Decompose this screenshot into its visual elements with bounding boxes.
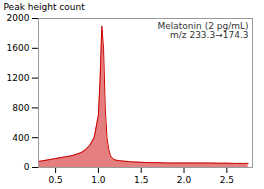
svg-text:400: 400: [12, 133, 29, 143]
svg-text:0.5: 0.5: [48, 175, 62, 185]
svg-text:1200: 1200: [7, 73, 30, 83]
svg-text:2000: 2000: [7, 13, 30, 23]
svg-text:1.5: 1.5: [134, 175, 148, 185]
svg-text:800: 800: [12, 103, 29, 113]
svg-text:0: 0: [24, 162, 30, 172]
svg-text:1600: 1600: [7, 43, 30, 53]
svg-text:2.5: 2.5: [220, 175, 234, 185]
svg-text:2.0: 2.0: [177, 175, 192, 185]
svg-text:Melatonin (2 pg/mL)m/z 233.3→1: Melatonin (2 pg/mL)m/z 233.3→174.3: [158, 21, 249, 40]
svg-text:1.0: 1.0: [91, 175, 106, 185]
svg-text:Peak height count: Peak height count: [4, 2, 86, 12]
